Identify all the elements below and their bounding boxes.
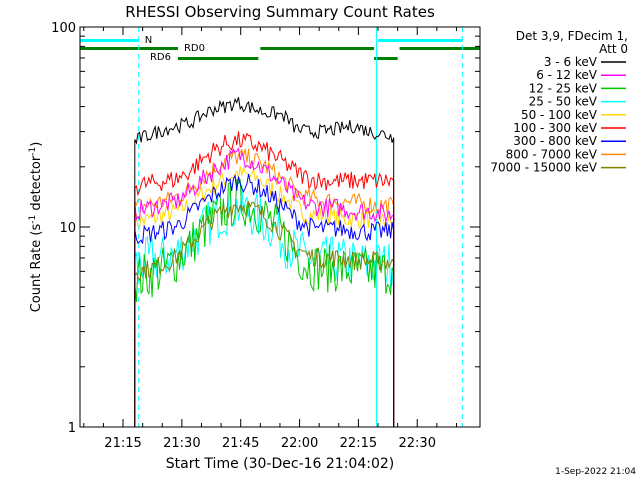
x-tick-label: 22:30 (399, 436, 436, 451)
legend-label: 300 - 800 keV (513, 134, 597, 148)
series-line (134, 97, 395, 427)
legend-label: 7000 - 15000 keV (490, 161, 597, 175)
night-bar (80, 39, 139, 42)
legend-label: 12 - 25 keV (529, 81, 598, 95)
rd6-label: RD6 (150, 52, 171, 63)
x-tick-label: 21:30 (163, 436, 200, 451)
legend-header-line-1: Det 3,9, FDecim 1, (516, 29, 628, 43)
legend-label: 800 - 7000 keV (506, 147, 598, 161)
x-tick-label: 21:45 (222, 436, 259, 451)
x-tick-label: 22:15 (340, 436, 377, 451)
y-tick-label: 100 (51, 21, 76, 36)
legend-label: 25 - 50 keV (529, 95, 598, 109)
rd6-bar (374, 57, 398, 60)
x-tick-label: 22:00 (281, 436, 318, 451)
series-line (134, 165, 395, 427)
series-line (134, 131, 395, 427)
night-boundary-lines (79, 27, 463, 427)
rd0-bar (80, 47, 178, 50)
legend-label: 50 - 100 keV (521, 108, 598, 122)
rd6-bar (177, 57, 259, 60)
x-tick-label: 21:15 (104, 436, 141, 451)
y-tick-label: 1 (68, 421, 76, 436)
rd0-label: RD0 (184, 43, 205, 54)
x-axis-ticks: 21:15 21:30 21:45 22:00 22:15 22:30 (83, 27, 457, 451)
y-axis-label: Count Rate (s-1 detector-1) (28, 142, 44, 313)
rd0-bar (399, 47, 480, 50)
series-line (134, 173, 395, 427)
series-line (134, 147, 395, 427)
plot-area: N RD0 RD6 21:15 21:30 21:45 22:00 22:15 22:30 1… (51, 21, 481, 451)
y-axis-label-sup-2: -1 (28, 147, 38, 156)
legend-label: 100 - 300 keV (513, 121, 597, 135)
night-bar (378, 39, 463, 42)
y-tick-label: 10 (59, 221, 76, 236)
rd0-bar (260, 47, 375, 50)
series-lines (134, 97, 395, 427)
legend-header-line-2: Att 0 (599, 42, 628, 56)
y-axis-ticks: 1 10 100 (51, 21, 480, 436)
legend-label: 3 - 6 keV (544, 55, 598, 69)
y-axis-label-head: Count Rate (s (29, 224, 44, 313)
legend-label: 6 - 12 keV (536, 68, 598, 82)
y-axis-label-sup: -1 (28, 215, 38, 224)
chart-title: RHESSI Observing Summary Count Rates (125, 3, 435, 21)
rate-data-decimation-bars: N RD0 RD6 (80, 35, 480, 63)
x-axis-label: Start Time (30-Dec-16 21:04:02) (166, 456, 394, 472)
y-axis-label-mid: detector (29, 155, 44, 215)
series-line (134, 201, 395, 427)
series-line (134, 184, 395, 427)
y-axis-label-close: ) (29, 142, 44, 147)
footer-date: 1-Sep-2022 21:04 (555, 467, 636, 477)
night-label: N (145, 35, 152, 46)
